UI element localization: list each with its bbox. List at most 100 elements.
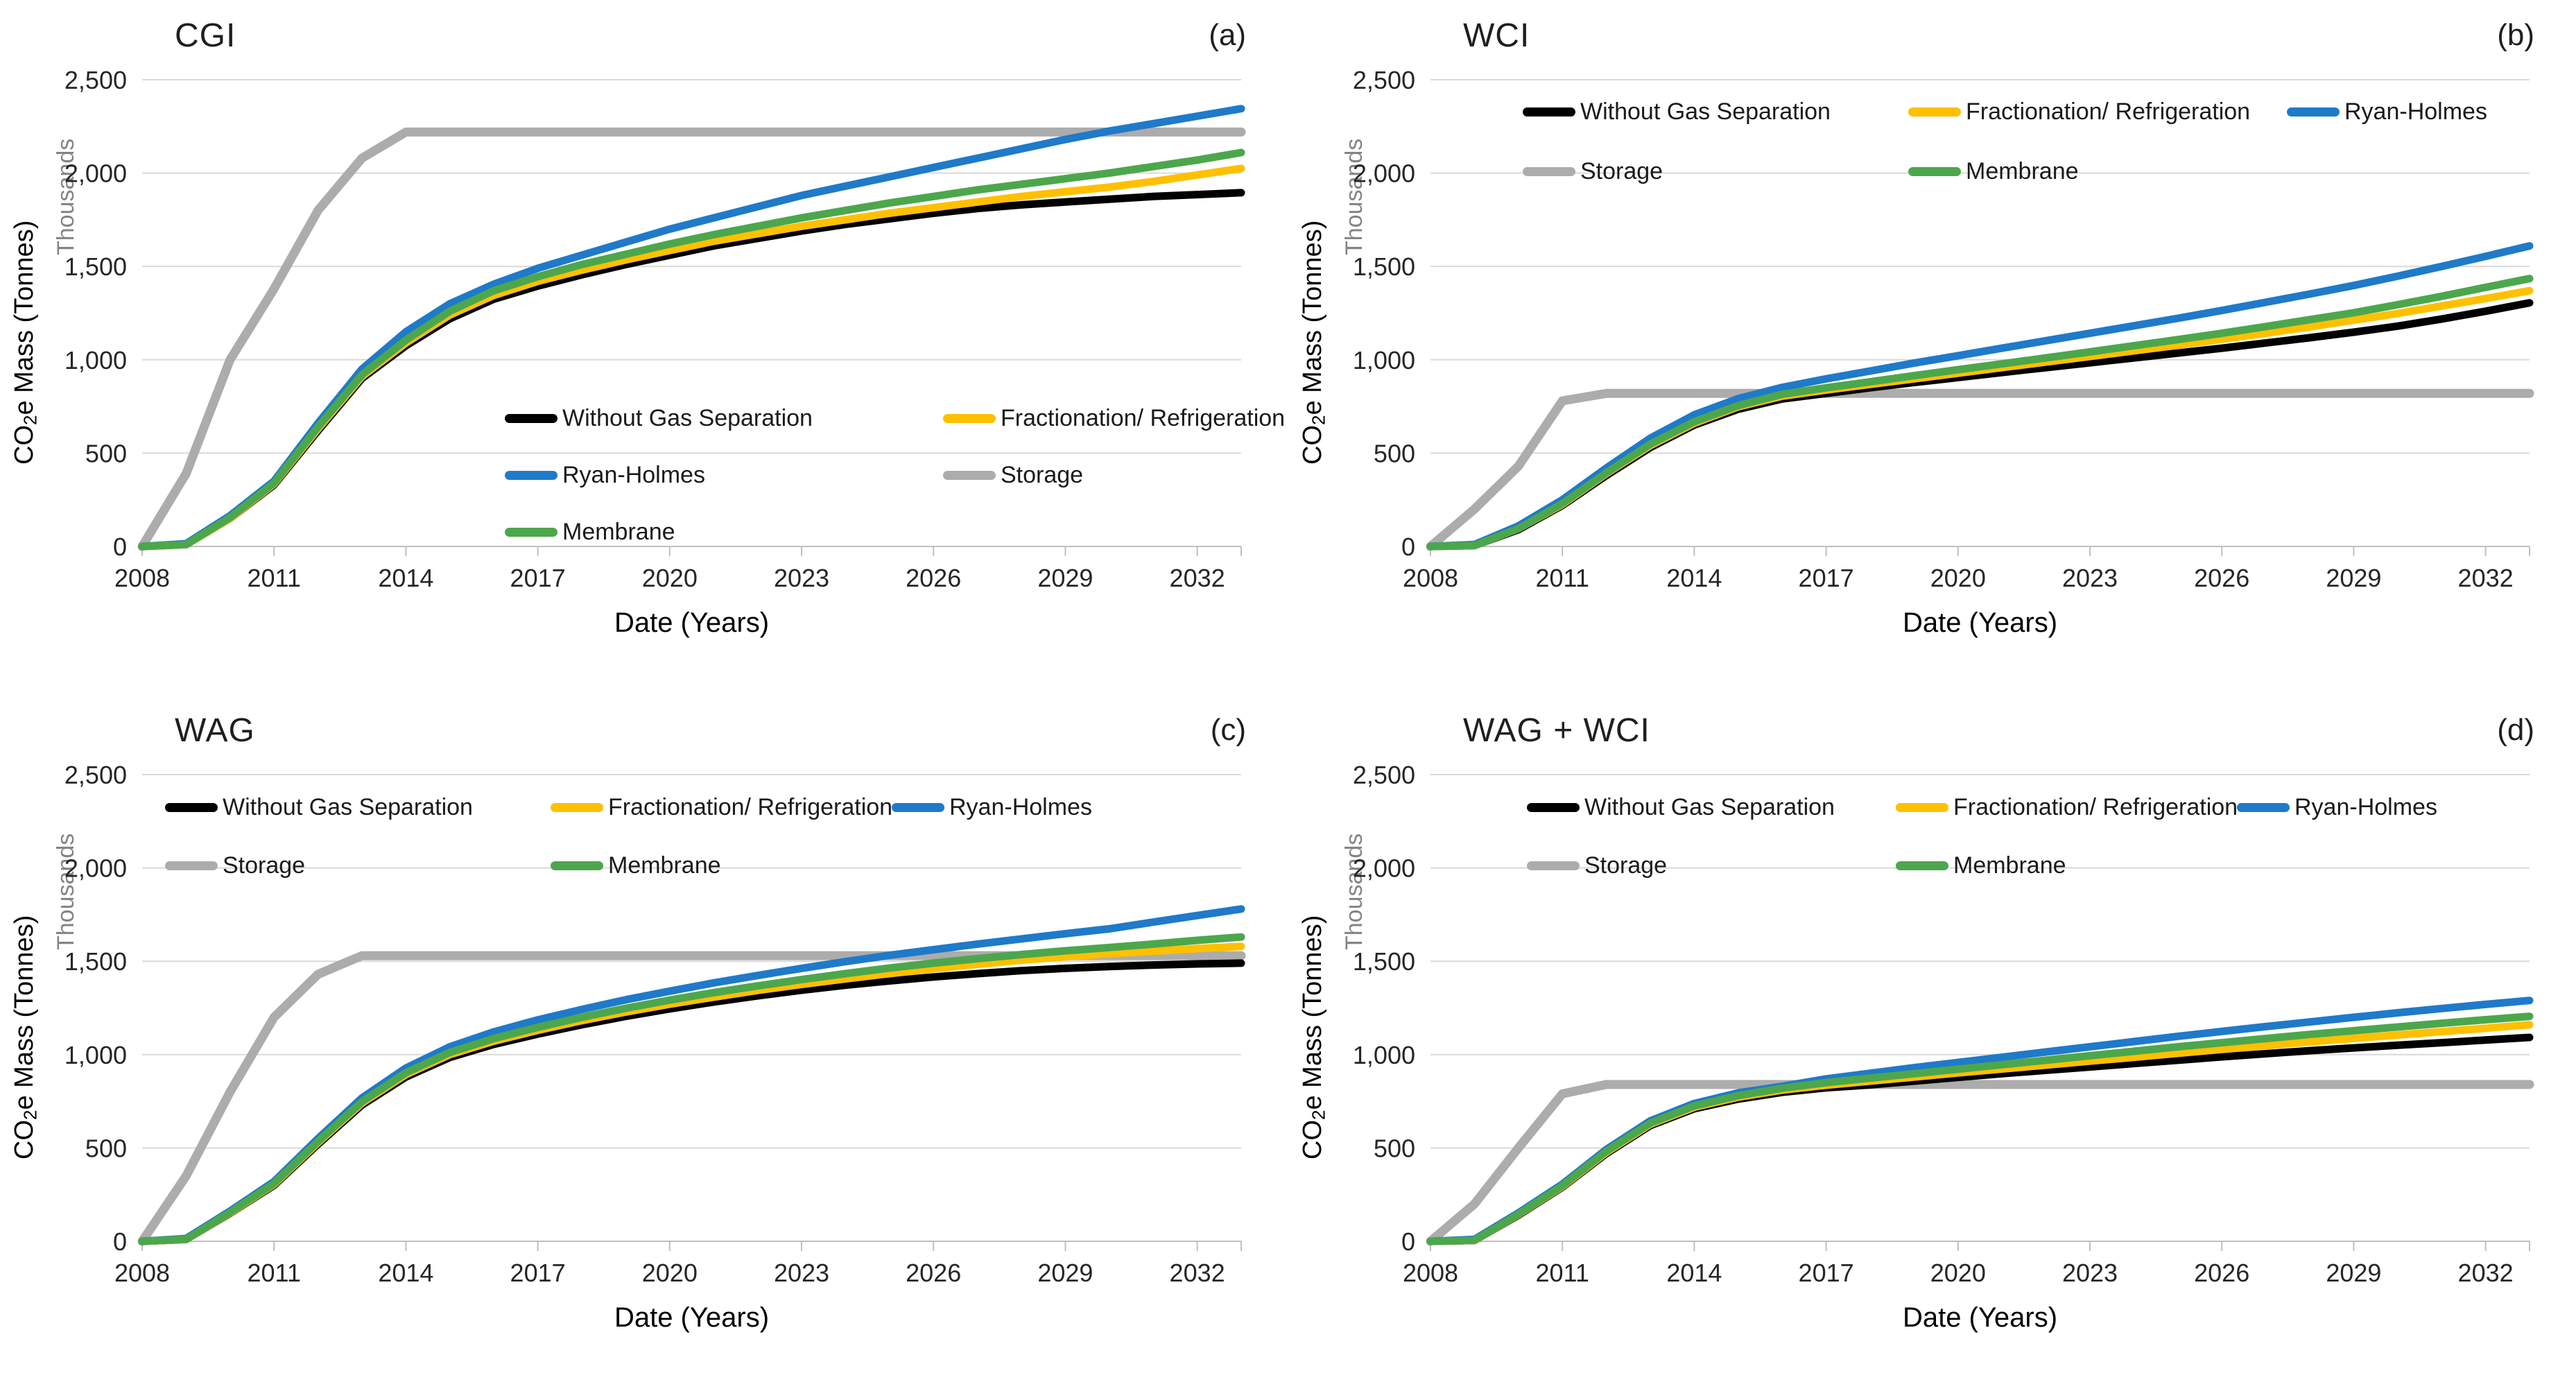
y-tick-label: 1,500: [1353, 947, 1415, 976]
legend-swatch: [505, 470, 557, 480]
legend-item: Without Gas Separation: [1523, 82, 1908, 141]
series-line-without-gas-separation: [1426, 299, 2534, 551]
legend-label: Storage: [1584, 852, 1668, 879]
panel-tag-label: (d): [2497, 713, 2534, 747]
series-line-storage: [1426, 1080, 2534, 1246]
y-tick-label: 1,000: [1353, 1041, 1415, 1069]
legend-label: Fractionation/ Refrigeration: [1953, 793, 2238, 820]
x-tick-label: 2032: [1170, 564, 1225, 592]
x-tick-label: 2032: [1170, 1259, 1225, 1287]
legend-item: Fractionation/ Refrigeration: [551, 778, 892, 836]
legend-item: Without Gas Separation: [165, 778, 551, 836]
x-tick-label: 2011: [247, 1259, 300, 1287]
legend-item: Storage: [943, 447, 1285, 503]
chart-panel-cgi: CGI (a) Thousands CO2e Mass (Tonnes) 0 50…: [0, 0, 1288, 694]
y-tick-label: 500: [85, 1134, 127, 1162]
legend-label: Membrane: [1966, 157, 2079, 184]
legend-label: Without Gas Separation: [1584, 793, 1835, 820]
series-line-without-gas-separation: [138, 959, 1245, 1245]
x-axis-title: Date (Years): [614, 1302, 770, 1333]
y-tick-label: 2,500: [64, 761, 127, 789]
legend-label: Without Gas Separation: [223, 793, 473, 820]
y-tick-label: 2,000: [1353, 854, 1415, 883]
x-tick-label: 2011: [247, 564, 300, 592]
x-tick-label: 2023: [774, 564, 829, 592]
line-chart: 0 500 1,000 1,500 2,000 2,500 2008 2011 2014 2017…: [1353, 66, 2534, 592]
legend-label: Storage: [223, 852, 306, 879]
legend-label: Ryan-Holmes: [2344, 98, 2487, 125]
legend-label: Storage: [1001, 461, 1084, 488]
legend-swatch: [1523, 166, 1575, 176]
panel-tag-label: (a): [1209, 18, 1246, 52]
legend-label: Without Gas Separation: [1580, 98, 1831, 125]
series-line-membrane: [1426, 275, 2534, 551]
y-tick-label: 2,000: [1353, 159, 1415, 188]
y-tick-label: 1,000: [64, 346, 127, 374]
x-tick-label: 2017: [1799, 564, 1854, 592]
x-tick-label: 2014: [378, 1259, 433, 1287]
legend-item: Ryan-Holmes: [2287, 82, 2487, 141]
x-axis-title: Date (Years): [614, 607, 770, 638]
legend-swatch: [1523, 107, 1575, 117]
legend-swatch: [943, 413, 996, 423]
y-tick-label: 2,000: [64, 854, 127, 883]
legend-label: Fractionation/ Refrigeration: [1966, 98, 2251, 125]
x-axis-title: Date (Years): [1902, 1302, 2058, 1333]
chart-panel-wci: WCI (b) Thousands CO2e Mass (Tonnes) 0 50…: [1288, 0, 2576, 694]
legend-label: Fractionation/ Refrigeration: [1001, 404, 1286, 431]
legend-swatch: [1527, 802, 1580, 812]
x-tick-label: 2032: [2458, 564, 2514, 592]
legend-item: Storage: [1527, 836, 1896, 895]
legend-item: Membrane: [1896, 836, 2237, 895]
y-tick-label: 0: [1401, 533, 1415, 561]
y-tick-label: 1,500: [64, 947, 127, 976]
legend-swatch: [551, 802, 603, 812]
legend-swatch: [1896, 861, 1948, 870]
series-line-membrane: [138, 933, 1245, 1245]
y-tick-label: 1,000: [64, 1041, 127, 1069]
series-line-storage: [137, 127, 1246, 551]
x-tick-label: 2026: [906, 1259, 961, 1287]
y-tick-label: 500: [1374, 439, 1415, 467]
legend-item: Membrane: [505, 503, 943, 560]
x-tick-label: 2014: [1666, 564, 1722, 592]
legend-item: Ryan-Holmes: [2237, 778, 2437, 836]
y-tick-label: 0: [1401, 1227, 1415, 1256]
legend-label: Ryan-Holmes: [949, 793, 1092, 820]
legend-swatch: [165, 802, 218, 812]
x-tick-label: 2029: [2326, 564, 2381, 592]
legend-swatch: [505, 413, 557, 423]
line-chart: 0 500 1,000 1,500 2,000 2,500 2008 2011 2014 2017…: [64, 66, 1246, 592]
panel-title: WCI: [1463, 17, 1530, 54]
x-tick-label: 2032: [2458, 1259, 2514, 1287]
line-chart: 0 500 1,000 1,500 2,000 2,500 2008 2011 2014 2017…: [64, 761, 1246, 1287]
x-tick-label: 2014: [378, 564, 433, 592]
legend-item: Without Gas Separation: [1527, 778, 1896, 836]
x-tick-label: 2026: [2194, 1259, 2249, 1287]
chart-legend: Without Gas Separation Fractionation/ Ref…: [165, 778, 1092, 895]
y-tick-label: 2,500: [1353, 761, 1415, 789]
y-tick-label: 500: [85, 439, 127, 467]
legend-swatch: [1908, 107, 1961, 117]
legend-label: Fractionation/ Refrigeration: [608, 793, 893, 820]
chart-legend: Without Gas Separation Fractionation/ Ref…: [1527, 778, 2437, 895]
x-tick-label: 2008: [1403, 1259, 1458, 1287]
y-tick-label: 1,500: [1353, 252, 1415, 281]
chart-panel-wag-wci: WAG + WCI (d) Thousands CO2e Mass (Tonne…: [1288, 695, 2576, 1389]
legend-label: Without Gas Separation: [562, 404, 813, 431]
series-line-membrane: [1426, 1012, 2534, 1245]
y-tick-label: 0: [113, 533, 127, 561]
x-tick-label: 2020: [642, 564, 698, 592]
panel-tag-label: (c): [1210, 713, 1246, 747]
x-tick-label: 2020: [1930, 564, 1986, 592]
y-tick-label: 2,500: [1353, 66, 1415, 94]
series-line-storage: [1426, 388, 2534, 551]
legend-item: Without Gas Separation: [505, 390, 943, 447]
legend-label: Ryan-Holmes: [2294, 793, 2437, 820]
x-tick-label: 2023: [774, 1259, 829, 1287]
x-tick-label: 2023: [2062, 564, 2118, 592]
legend-item: Fractionation/ Refrigeration: [943, 390, 1285, 447]
y-tick-label: 0: [113, 1227, 127, 1256]
legend-item: Membrane: [1908, 141, 2287, 201]
legend-label: Membrane: [1953, 852, 2066, 879]
